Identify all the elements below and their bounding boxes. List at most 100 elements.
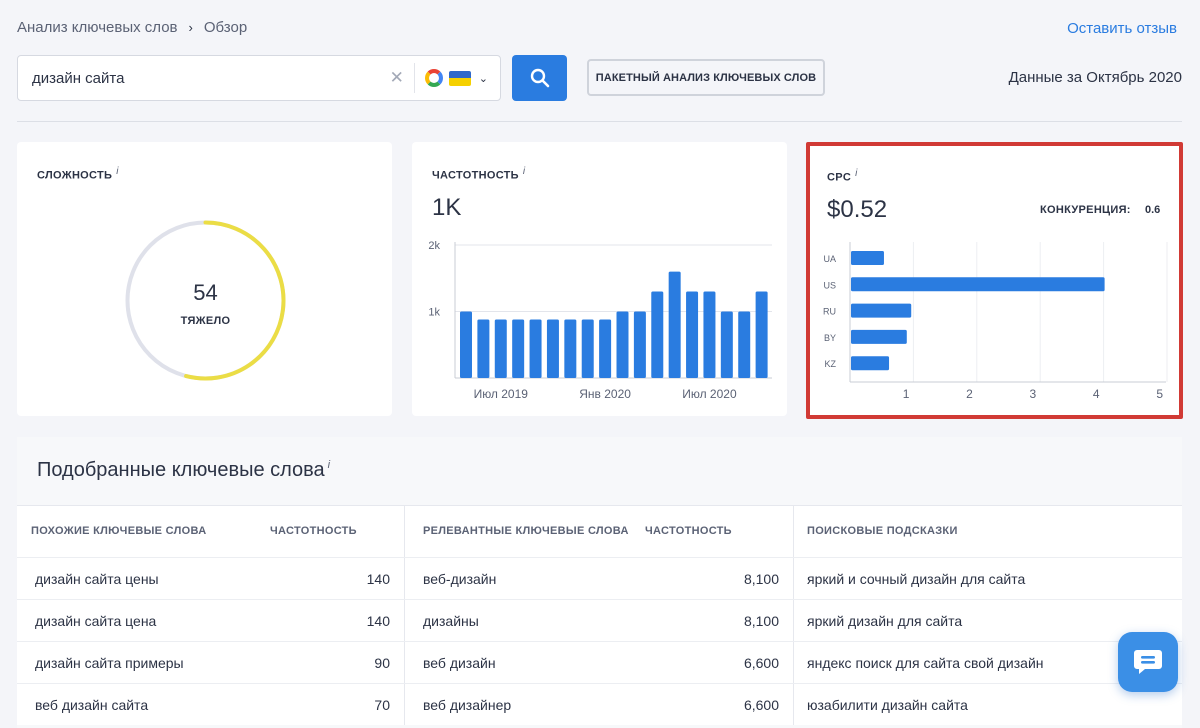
x-tick-label: 2 [966,387,973,401]
table-row: дизайн сайта примеры 90 веб дизайн 6,600… [17,641,1182,683]
suggestion-link[interactable]: юзабилити дизайн сайта [793,684,1182,725]
volume-chart: 2k 1k Июл 2019 Янв 2020 Июл 2020 [428,240,772,401]
related-volume: 8,100 [743,570,779,587]
related-volume: 6,600 [743,654,779,671]
bulk-analysis-button[interactable]: ПАКЕТНЫЙ АНАЛИЗ КЛЮЧЕВЫХ СЛОВ [587,59,825,96]
cpc-title: CPC i [827,168,858,184]
search-button[interactable] [512,55,567,101]
suggestion-link[interactable]: яркий и сочный дизайн для сайта [793,558,1182,599]
difficulty-gauge [125,220,286,381]
volume-bar [494,319,507,378]
volume-bar [599,319,612,378]
chat-icon [1134,650,1162,674]
similar-keyword-link[interactable]: дизайн сайта цены [35,570,159,587]
x-tick-label: 1 [903,387,910,401]
table-header: ПОХОЖИЕ КЛЮЧЕВЫЕ СЛОВА ЧАСТОТНОСТЬ РЕЛЕВ… [17,505,1182,557]
similar-volume: 90 [374,654,390,671]
related-keyword-link[interactable]: дизайны [404,600,645,641]
volume-value: 1K [432,194,462,221]
volume-bar [755,291,768,378]
volume-bar [529,319,542,378]
header-divider [17,121,1182,122]
volume-bar [581,319,594,378]
difficulty-value: 54 [193,280,218,305]
search-divider [413,63,415,93]
chevron-right-icon: › [188,20,193,35]
related-keyword-link[interactable]: веб-дизайн [404,558,645,599]
x-tick-label: 4 [1093,387,1100,401]
info-icon[interactable]: i [327,459,331,472]
search-box: ✕ ⌄ [17,55,501,101]
similar-keyword-link[interactable]: дизайн сайта примеры [35,654,184,671]
volume-bar [668,271,681,378]
clear-icon[interactable]: ✕ [389,68,404,87]
suggestion-link[interactable]: яркий дизайн для сайта [793,600,1182,641]
volume-bar [651,291,664,378]
header-similar-keywords[interactable]: ПОХОЖИЕ КЛЮЧЕВЫЕ СЛОВА [31,525,207,537]
header-search-suggestions[interactable]: ПОИСКОВЫЕ ПОДСКАЗКИ [793,506,1182,557]
related-keyword-link[interactable]: веб дизайн [404,642,645,683]
cpc-bar [851,277,1105,292]
breadcrumb-parent-link[interactable]: Анализ ключевых слов [17,19,178,36]
keyword-search-input[interactable] [18,56,384,100]
cpc-value: $0.52 [827,196,888,223]
feedback-link[interactable]: Оставить отзыв [1067,20,1177,37]
country-label: BY [824,333,836,343]
difficulty-title: СЛОЖНОСТЬ i [37,166,119,182]
similar-keyword-link[interactable]: веб дизайн сайта [35,696,149,713]
table-row: веб дизайн сайта 70 веб дизайнер 6,600 ю… [17,683,1182,725]
search-icon [530,68,549,88]
volume-bar [477,319,490,378]
chevron-down-icon: ⌄ [478,72,488,85]
volume-title: ЧАСТОТНОСТЬ i [432,166,526,182]
related-volume: 6,600 [743,696,779,713]
volume-bar [460,311,472,378]
similar-volume: 70 [374,696,390,713]
related-volume: 8,100 [743,612,779,629]
country-label: RU [823,307,836,317]
chat-widget-button[interactable] [1118,632,1178,692]
similar-keyword-link[interactable]: дизайн сайта цена [35,612,157,629]
y-tick-label: 2k [428,240,440,252]
header-similar-volume[interactable]: ЧАСТОТНОСТЬ [270,525,357,537]
info-icon[interactable]: i [116,166,119,177]
competition-value: 0.6 [1145,204,1161,216]
volume-bar [633,311,646,378]
cpc-bar [851,251,884,265]
x-tick-label: 5 [1156,387,1163,401]
y-tick-label: 1k [428,307,440,319]
x-tick-label: 3 [1030,387,1037,401]
similar-volume: 140 [366,570,390,587]
difficulty-card: СЛОЖНОСТЬ i 54 ТЯЖЕЛО [17,142,392,416]
cpc-bar [851,329,907,344]
x-tick-label: Июл 2019 [474,387,529,401]
header-related-volume[interactable]: ЧАСТОТНОСТЬ [645,525,732,537]
volume-card: ЧАСТОТНОСТЬ i 1K 2k 1k Июл 2019 Янв 2020 Июл … [412,142,787,416]
competition-label: КОНКУРЕНЦИЯ: [1040,204,1131,216]
info-icon[interactable]: i [522,166,526,177]
country-label: US [823,280,836,290]
table-row: дизайн сайта цена 140 дизайны 8,100 ярки… [17,599,1182,641]
search-engine-selector[interactable]: ⌄ [415,56,500,100]
cpc-bar [851,303,912,318]
volume-bar [546,319,559,378]
breadcrumb: Анализ ключевых слов › Обзор [17,19,247,36]
header-related-keywords[interactable]: РЕЛЕВАНТНЫЕ КЛЮЧЕВЫЕ СЛОВА [404,506,645,557]
cpc-card: CPC i $0.52 КОНКУРЕНЦИЯ: 0.6 1 2 3 4 5 UA US RU B… [806,142,1183,419]
data-date: Данные за Октябрь 2020 [1008,69,1182,86]
x-tick-label: Янв 2020 [579,387,631,401]
similar-volume: 140 [366,612,390,629]
google-icon [424,69,443,87]
cpc-bar [851,356,890,371]
suggestion-link[interactable]: яндекс поиск для сайта свой дизайн [793,642,1182,683]
volume-bar [564,319,577,378]
related-keyword-link[interactable]: веб дизайнер [404,684,645,725]
difficulty-label: ТЯЖЕЛО [180,315,231,327]
breadcrumb-current: Обзор [203,19,248,36]
keywords-panel: Подобранные ключевые слова i ПОХОЖИЕ КЛЮЧ… [17,437,1182,728]
keywords-table: ПОХОЖИЕ КЛЮЧЕВЫЕ СЛОВА ЧАСТОТНОСТЬ РЕЛЕВ… [17,505,1182,725]
volume-bar [512,319,525,378]
info-icon[interactable]: i [855,168,858,179]
volume-bar [703,291,716,378]
cpc-by-country-chart: 1 2 3 4 5 UA US RU BY KZ [823,242,1168,401]
